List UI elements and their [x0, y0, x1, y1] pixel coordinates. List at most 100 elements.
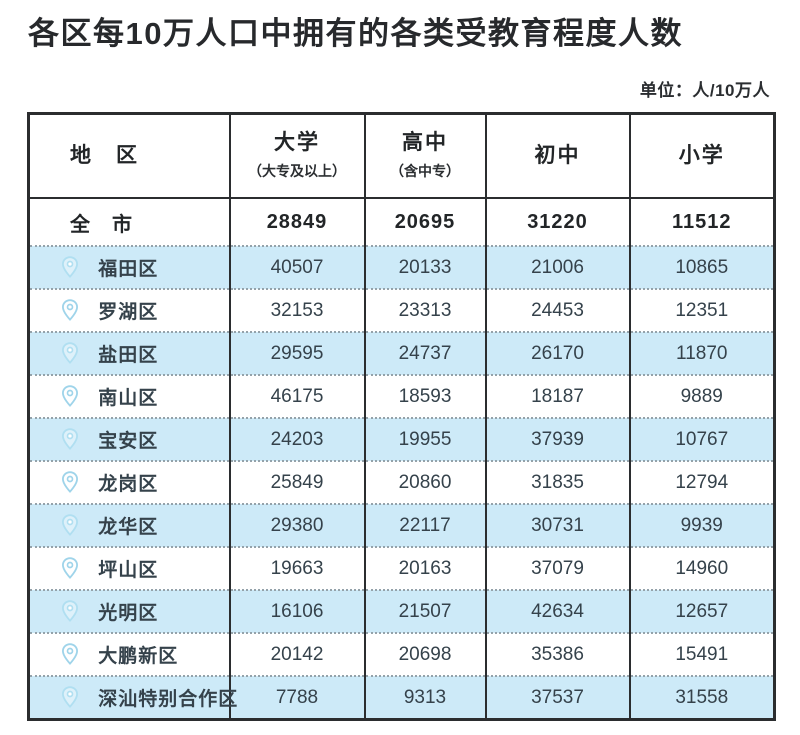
table-row: 光明区 16106 21507 42634 12657 [28, 589, 775, 633]
district-cell: 龙岗区 [28, 460, 230, 504]
district-cell: 南山区 [28, 374, 230, 418]
header-middleschool-label: 初中 [534, 143, 581, 167]
district-name: 坪山区 [98, 560, 159, 581]
location-pin-icon [60, 685, 80, 709]
district-name: 罗湖区 [98, 302, 159, 323]
unit-label: 单位：人/10万人 [639, 81, 770, 100]
district-highschool-value: 18593 [363, 374, 486, 418]
district-primaryschool-value: 12794 [628, 460, 775, 504]
district-middleschool-value: 37939 [484, 417, 630, 461]
table-row: 南山区 46175 18593 18187 9889 [28, 374, 775, 418]
district-name: 光明区 [98, 603, 159, 624]
district-university-value: 19663 [228, 546, 365, 590]
location-pin-icon [60, 298, 80, 322]
district-highschool-value: 24737 [363, 331, 486, 375]
table-row: 罗湖区 32153 23313 24453 12351 [28, 288, 775, 332]
district-middleschool-value: 30731 [484, 503, 630, 547]
district-cell: 宝安区 [28, 417, 230, 461]
citywide-university-value: 28849 [228, 198, 365, 246]
table-row: 龙华区 29380 22117 30731 9939 [28, 503, 775, 547]
district-highschool-value: 20133 [363, 245, 486, 289]
district-cell: 大鹏新区 [28, 632, 230, 676]
district-primaryschool-value: 12351 [628, 288, 775, 332]
district-name: 福田区 [98, 259, 159, 280]
district-middleschool-value: 42634 [484, 589, 630, 633]
location-pin-icon [60, 341, 80, 365]
header-highschool-label: 高中 [402, 131, 448, 155]
table-row: 深汕特别合作区 7788 9313 37537 31558 [28, 675, 775, 720]
district-primaryschool-value: 9889 [628, 374, 775, 418]
district-highschool-value: 20698 [363, 632, 486, 676]
header-highschool: 高中 （含中专） [363, 113, 486, 199]
citywide-name: 全 市 [70, 213, 133, 236]
citywide-primaryschool-value: 11512 [628, 198, 775, 246]
location-pin-icon [60, 427, 80, 451]
header-university: 大学 （大专及以上） [228, 113, 365, 199]
header-university-sub: （大专及以上） [248, 162, 346, 179]
district-name: 龙华区 [98, 517, 159, 538]
district-name: 南山区 [98, 388, 159, 409]
header-region: 地 区 [28, 113, 230, 199]
education-table: 地 区 大学 （大专及以上） 高中 （含中专） 初中 [27, 112, 776, 721]
table-row: 坪山区 19663 20163 37079 14960 [28, 546, 775, 590]
header-university-label: 大学 [274, 131, 320, 155]
location-pin-icon [60, 255, 80, 279]
district-university-value: 7788 [228, 675, 365, 720]
district-middleschool-value: 35386 [484, 632, 630, 676]
district-primaryschool-value: 14960 [628, 546, 775, 590]
district-highschool-value: 20163 [363, 546, 486, 590]
location-pin-icon [60, 556, 80, 580]
citywide-highschool-value: 20695 [363, 198, 486, 246]
district-middleschool-value: 37537 [484, 675, 630, 720]
table-row: 龙岗区 25849 20860 31835 12794 [28, 460, 775, 504]
district-cell: 坪山区 [28, 546, 230, 590]
location-pin-icon [60, 470, 80, 494]
district-university-value: 24203 [228, 417, 365, 461]
district-university-value: 40507 [228, 245, 365, 289]
header-highschool-sub: （含中专） [390, 162, 460, 179]
district-middleschool-value: 31835 [484, 460, 630, 504]
header-primaryschool-label: 小学 [678, 143, 725, 167]
district-name: 龙岗区 [98, 474, 159, 495]
district-name: 大鹏新区 [98, 646, 179, 667]
district-university-value: 46175 [228, 374, 365, 418]
district-primaryschool-value: 10767 [628, 417, 775, 461]
district-name: 深汕特别合作区 [98, 689, 239, 710]
district-cell: 深汕特别合作区 [28, 675, 237, 720]
district-highschool-value: 23313 [363, 288, 486, 332]
table-header: 地 区 大学 （大专及以上） 高中 （含中专） 初中 [28, 113, 775, 199]
district-middleschool-value: 26170 [484, 331, 630, 375]
district-university-value: 29380 [228, 503, 365, 547]
header-region-label: 地 区 [70, 143, 139, 167]
district-primaryschool-value: 31558 [628, 675, 775, 720]
district-university-value: 32153 [228, 288, 365, 332]
district-primaryschool-value: 10865 [628, 245, 775, 289]
table-row: 大鹏新区 20142 20698 35386 15491 [28, 632, 775, 676]
district-highschool-value: 20860 [363, 460, 486, 504]
page-title: 各区每10万人口中拥有的各类受教育程度人数 [28, 16, 683, 51]
district-cell: 龙华区 [28, 503, 230, 547]
district-middleschool-value: 24453 [484, 288, 630, 332]
district-highschool-value: 21507 [363, 589, 486, 633]
district-middleschool-value: 21006 [484, 245, 630, 289]
district-primaryschool-value: 15491 [628, 632, 775, 676]
district-cell: 福田区 [28, 245, 230, 289]
location-pin-icon [60, 513, 80, 537]
district-name: 宝安区 [98, 431, 159, 452]
district-university-value: 29595 [228, 331, 365, 375]
district-middleschool-value: 18187 [484, 374, 630, 418]
table-row: 盐田区 29595 24737 26170 11870 [28, 331, 775, 375]
district-primaryschool-value: 12657 [628, 589, 775, 633]
district-highschool-value: 9313 [363, 675, 486, 720]
table-row: 福田区 40507 20133 21006 10865 [28, 245, 775, 289]
district-cell: 盐田区 [28, 331, 230, 375]
district-university-value: 25849 [228, 460, 365, 504]
district-highschool-value: 22117 [363, 503, 486, 547]
district-cell: 光明区 [28, 589, 230, 633]
district-primaryschool-value: 9939 [628, 503, 775, 547]
district-university-value: 16106 [228, 589, 365, 633]
location-pin-icon [60, 384, 80, 408]
district-cell: 罗湖区 [28, 288, 230, 332]
header-primaryschool: 小学 [628, 113, 775, 199]
location-pin-icon [60, 642, 80, 666]
